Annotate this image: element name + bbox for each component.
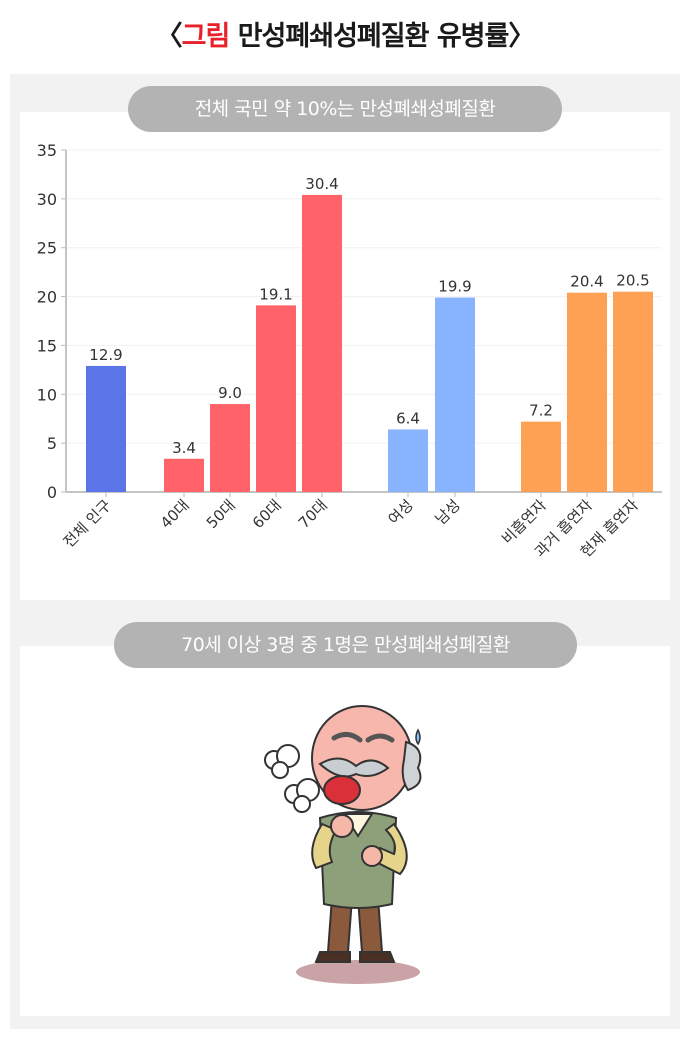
shoe-left	[314, 951, 351, 963]
title-bracket-open: 〈	[155, 21, 183, 52]
y-tick-label: 30	[37, 190, 57, 209]
value-label: 19.1	[259, 285, 292, 303]
category-label: 70대	[295, 496, 331, 532]
category-label: 60대	[249, 496, 285, 532]
bar	[302, 194, 342, 492]
bar	[86, 365, 126, 492]
value-label: 19.9	[438, 278, 471, 296]
value-label: 3.4	[172, 439, 196, 457]
value-label: 7.2	[529, 402, 553, 420]
bar	[256, 305, 296, 492]
category-label: 50대	[203, 496, 239, 532]
category-label: 40대	[157, 496, 193, 532]
bar	[210, 404, 250, 492]
y-tick-label: 5	[47, 434, 57, 453]
value-label: 12.9	[89, 346, 122, 364]
eyebrows	[331, 732, 395, 743]
mouth	[323, 775, 361, 805]
cough-puff-icon	[264, 744, 320, 813]
category-label: 남성	[432, 496, 464, 528]
value-label: 20.5	[616, 272, 649, 290]
illustration-caption-pill: 70세 이상 3명 중 1명은 만성폐쇄성폐질환	[114, 622, 577, 668]
page-title: 〈그림 만성폐쇄성폐질환 유병률〉	[0, 14, 690, 53]
hand-left	[330, 814, 354, 838]
bar	[388, 429, 428, 492]
prevalence-bar-chart: 0 5 10 15 20 25 30 35 12.9 전체 인구 3.4 40대 9.0 50대 19.1 6…	[37, 141, 662, 561]
value-label: 6.4	[396, 409, 420, 427]
chart-panel	[20, 112, 670, 600]
sweat-drop	[415, 728, 421, 746]
value-label: 9.0	[218, 384, 242, 402]
y-tick-label: 20	[37, 288, 57, 307]
bar	[521, 421, 561, 492]
value-label: 20.4	[570, 273, 603, 291]
y-tick-label: 25	[37, 239, 57, 258]
category-label: 전체 인구	[60, 496, 115, 551]
value-label: 30.4	[305, 175, 338, 193]
hair-right	[401, 740, 422, 792]
shoe-right	[359, 951, 396, 963]
bar	[164, 458, 204, 492]
bar	[567, 292, 607, 492]
title-bracket-close: 〉	[508, 21, 535, 52]
y-tick-label: 10	[37, 385, 57, 404]
ground-shadow	[296, 960, 420, 984]
coughing-elderly-man-icon	[264, 705, 422, 984]
y-tick-label: 35	[37, 141, 57, 160]
chart-caption-pill: 전체 국민 약 10%는 만성폐쇄성폐질환	[128, 86, 562, 132]
title-accent: 그림	[181, 21, 231, 52]
arm-left	[311, 822, 338, 870]
title-text: 만성폐쇄성폐질환 유병률	[229, 21, 510, 52]
y-tick-label: 15	[37, 336, 57, 355]
bar	[613, 291, 653, 492]
y-tick-label: 0	[47, 483, 57, 502]
category-label: 여성	[385, 496, 417, 528]
hand-right	[361, 845, 383, 867]
bar	[435, 297, 475, 492]
